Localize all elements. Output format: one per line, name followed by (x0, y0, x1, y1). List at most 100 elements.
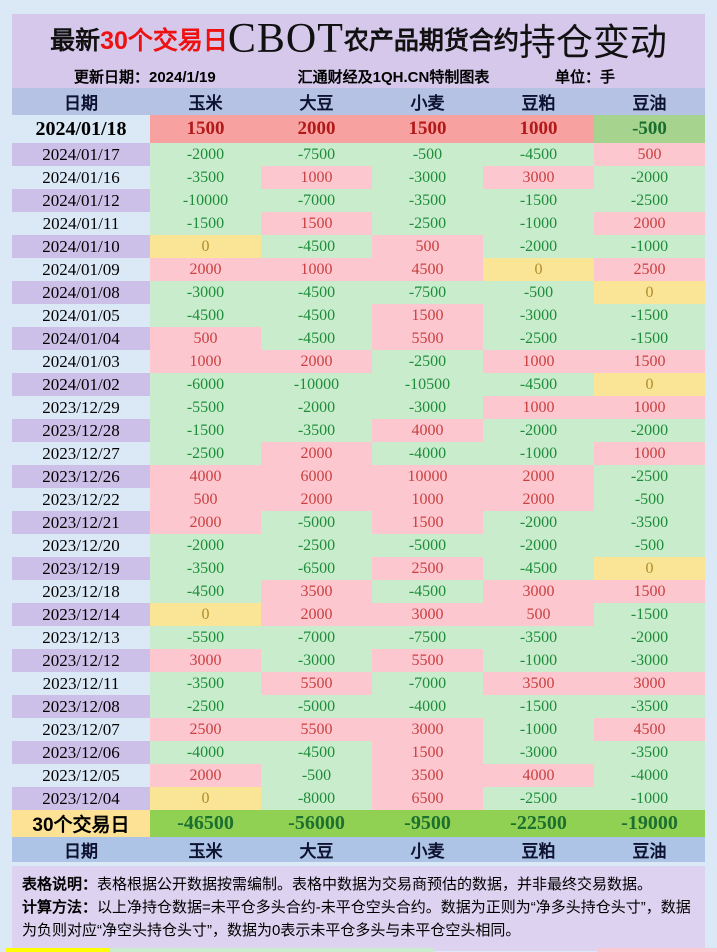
value-cell: -2500 (150, 695, 261, 718)
next-section-strip-green (110, 948, 433, 952)
date-cell: 2023/12/11 (42, 673, 120, 693)
value-cell: -2000 (594, 166, 705, 189)
column-header-0: 日期 (64, 94, 98, 113)
value-cell: -4500 (261, 327, 372, 350)
value-cell: -4500 (150, 580, 261, 603)
date-cell: 2023/12/29 (42, 397, 120, 417)
date-cell: 2024/01/10 (12, 235, 150, 258)
table-row: 2024/01/12 -10000 -7000 -3500 -1500 -2500 (12, 189, 705, 212)
date-cell: 2024/01/09 (42, 259, 120, 279)
value-cell: 1000 (483, 396, 594, 419)
value-cell: 2000 (150, 764, 261, 787)
source-credit: 汇通财经及1QH.CN特制图表 (297, 68, 490, 86)
value-cell: 1500 (372, 304, 483, 327)
column-header-1: 玉米 (188, 842, 223, 861)
value-cell: 2000 (261, 603, 372, 626)
column-header-0: 日期 (64, 842, 98, 861)
value-cell: 2000 (483, 488, 594, 511)
value-cell: -6000 (150, 373, 261, 396)
date-cell: 2024/01/17 (12, 143, 150, 166)
table-row: 2023/12/28 -1500 -3500 4000 -2000 -2000 (12, 419, 705, 442)
value-cell: 3000 (372, 603, 483, 626)
date-cell: 2023/12/14 (12, 603, 150, 626)
date-cell: 2024/01/08 (12, 281, 150, 304)
date-cell: 2024/01/04 (12, 327, 150, 350)
update-date: 更新日期：2024/1/19 (74, 68, 216, 86)
table-body: 2024/01/18 1500 2000 1500 1000 -500 2024/01/17… (12, 115, 705, 810)
date-cell: 2023/12/26 (12, 465, 150, 488)
value-cell: -5000 (261, 511, 372, 534)
value-cell: 4000 (372, 419, 483, 442)
value-cell: -500 (261, 764, 372, 787)
value-cell: 5500 (261, 672, 372, 695)
table-row: 2023/12/07 2500 5500 3000 -1000 4500 (12, 718, 705, 741)
table-row: 2024/01/09 2000 1000 4500 0 2500 (12, 258, 705, 281)
value-cell: -3500 (594, 511, 705, 534)
table-row: 2024/01/03 1000 2000 -2500 1000 1500 (12, 350, 705, 373)
value-cell: 4500 (594, 718, 705, 741)
value-cell: -500 (594, 534, 705, 557)
value-cell: -2500 (261, 534, 372, 557)
date-cell: 2023/12/06 (12, 741, 150, 764)
value-cell: 6500 (372, 787, 483, 810)
value-cell: -3500 (150, 166, 261, 189)
value-cell: 0 (150, 787, 261, 810)
table-row: 2023/12/21 2000 -5000 1500 -2000 -3500 (12, 511, 705, 534)
value-cell: -2500 (594, 465, 705, 488)
value-cell: -7500 (372, 626, 483, 649)
value-cell: -4000 (594, 764, 705, 787)
column-header-3: 小麦 (410, 842, 445, 861)
value-cell: -1500 (483, 189, 594, 212)
value-cell: 0 (594, 281, 705, 304)
value-cell: -2000 (261, 396, 372, 419)
value-cell: 1500 (372, 741, 483, 764)
table-row: 2023/12/12 3000 -3000 5500 -1000 -3000 (12, 649, 705, 672)
value-cell: -2000 (594, 626, 705, 649)
value-cell: 2000 (261, 115, 372, 143)
value-cell: -7000 (372, 672, 483, 695)
date-cell: 2023/12/28 (12, 419, 150, 442)
date-cell: 2023/12/18 (42, 581, 120, 601)
date-cell: 2023/12/20 (42, 535, 120, 555)
value-cell: 500 (372, 235, 483, 258)
value-cell: 0 (150, 603, 261, 626)
column-header-3: 小麦 (410, 94, 445, 113)
value-cell: -3000 (372, 166, 483, 189)
value-cell: 6000 (261, 465, 372, 488)
next-section-strip-yellow (5, 948, 110, 952)
title-brand: CBOT (227, 16, 344, 62)
value-cell: -4000 (372, 442, 483, 465)
value-cell: -2000 (483, 511, 594, 534)
table-row: 2023/12/14 0 2000 3000 500 -1500 (12, 603, 705, 626)
value-cell: 3000 (483, 580, 594, 603)
summary-value-cell: -46500 (150, 810, 261, 837)
value-cell: 2000 (261, 488, 372, 511)
value-cell: -3500 (594, 741, 705, 764)
date-cell: 2023/12/19 (12, 557, 150, 580)
value-cell: 3500 (483, 672, 594, 695)
value-cell: -2500 (150, 442, 261, 465)
value-cell: 0 (594, 373, 705, 396)
table-row: 2023/12/22 500 2000 1000 2000 -500 (12, 488, 705, 511)
value-cell: 2500 (594, 258, 705, 281)
value-cell: 4000 (150, 465, 261, 488)
value-cell: -500 (594, 488, 705, 511)
value-cell: -5500 (150, 626, 261, 649)
value-cell: -10000 (150, 189, 261, 212)
value-cell: -1000 (594, 235, 705, 258)
table-row: 2024/01/11 -1500 1500 -2500 -1000 2000 (12, 212, 705, 235)
value-cell: -5000 (372, 534, 483, 557)
note-method-label: 计算方法： (22, 899, 98, 916)
value-cell: 1000 (594, 396, 705, 419)
value-cell: -1500 (594, 304, 705, 327)
value-cell: -2000 (150, 143, 261, 166)
table-row: 2023/12/26 4000 6000 10000 2000 -2500 (12, 465, 705, 488)
value-cell: 1000 (261, 166, 372, 189)
column-header-2: 大豆 (299, 94, 334, 113)
table-row: 2023/12/08 -2500 -5000 -4000 -1500 -3500 (12, 695, 705, 718)
value-cell: 4500 (372, 258, 483, 281)
date-cell: 2023/12/22 (42, 489, 120, 509)
date-cell: 2024/01/12 (12, 189, 150, 212)
note-description: 表格说明：表格根据公开数据按需编制。表格中数据为交易商预估的数据，并非最终交易数… (22, 873, 695, 896)
value-cell: -2000 (483, 235, 594, 258)
